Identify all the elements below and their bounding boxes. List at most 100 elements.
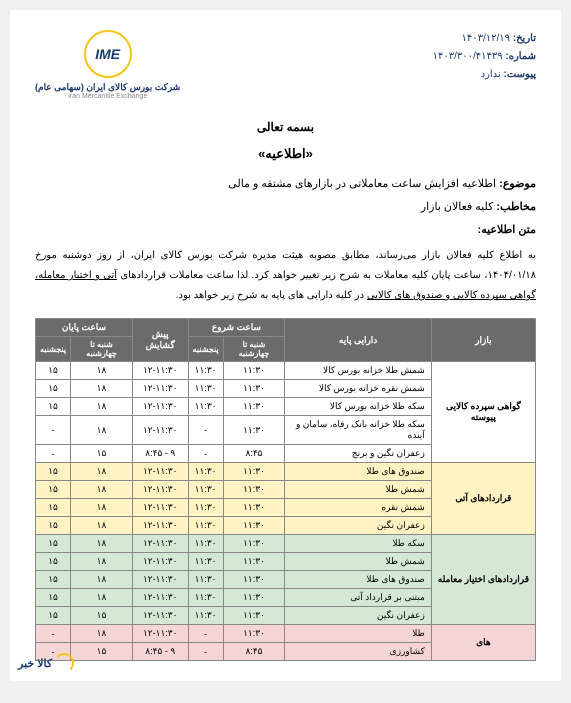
preopen-cell: ۱۲-۱۱:۳۰ [132, 553, 188, 571]
market-cell: قراردادهای اختیار معامله [431, 535, 535, 625]
th-asset: دارایی پایه [285, 319, 431, 362]
start-satwed-cell: ۱۱:۳۰ [223, 398, 285, 416]
end-thu-cell: ۱۵ [36, 607, 71, 625]
end-satwed-cell: ۱۸ [71, 625, 133, 643]
end-thu-cell: - [36, 416, 71, 445]
start-satwed-cell: ۱۱:۳۰ [223, 517, 285, 535]
addressee-field: مخاطب: کلیه فعالان بازار [35, 200, 536, 213]
asset-cell: شمش طلا [285, 481, 431, 499]
asset-cell: صندوق های طلا [285, 463, 431, 481]
preopen-cell: ۱۲-۱۱:۳۰ [132, 607, 188, 625]
preopen-cell: ۱۲-۱۱:۳۰ [132, 398, 188, 416]
start-satwed-cell: ۱۱:۳۰ [223, 362, 285, 380]
asset-cell: شمش طلا [285, 553, 431, 571]
asset-cell: شمش نقره خزانه بورس کالا [285, 380, 431, 398]
market-cell: گواهی سپرده کالایی پیوسته [431, 362, 535, 463]
start-satwed-cell: ۸:۴۵ [223, 643, 285, 661]
logo: IME شرکت بورس کالای ایران (سهامی عام) Ir… [35, 30, 180, 100]
start-satwed-cell: ۱۱:۳۰ [223, 463, 285, 481]
th-preopen: پیش گشایش [132, 319, 188, 362]
start-satwed-cell: ۸:۴۵ [223, 445, 285, 463]
start-satwed-cell: ۱۱:۳۰ [223, 499, 285, 517]
end-thu-cell: ۱۵ [36, 362, 71, 380]
end-thu-cell: ۱۵ [36, 398, 71, 416]
attach-label: پیوست: [504, 69, 537, 80]
header: تاریخ: ۱۴۰۳/۱۲/۱۹ شماره: ۱۴۰۳/۳۰۰/۴۱۴۳۹ … [35, 30, 536, 100]
start-thu-cell: ۱۱:۳۰ [188, 463, 223, 481]
date-value: ۱۴۰۳/۱۲/۱۹ [461, 33, 510, 44]
end-satwed-cell: ۱۸ [71, 463, 133, 481]
end-satwed-cell: ۱۵ [71, 445, 133, 463]
table-row: هایطلا۱۱:۳۰-۱۲-۱۱:۳۰۱۸- [36, 625, 536, 643]
end-satwed-cell: ۱۸ [71, 398, 133, 416]
asset-cell: سکه طلا خزانه بانک رفاه، سامان و آینده [285, 416, 431, 445]
end-thu-cell: ۱۵ [36, 481, 71, 499]
end-satwed-cell: ۱۸ [71, 380, 133, 398]
asset-cell: شمش طلا خزانه بورس کالا [285, 362, 431, 380]
end-thu-cell: ۱۵ [36, 463, 71, 481]
preopen-cell: ۱۲-۱۱:۳۰ [132, 625, 188, 643]
basmala: بسمه تعالی [35, 120, 536, 134]
start-thu-cell: - [188, 643, 223, 661]
subject-label: موضوع: [499, 178, 536, 190]
body-text: به اطلاع کلیه فعالان بازار می‌رساند، مطا… [35, 246, 536, 306]
start-satwed-cell: ۱۱:۳۰ [223, 607, 285, 625]
start-satwed-cell: ۱۱:۳۰ [223, 416, 285, 445]
date-label: تاریخ: [513, 33, 536, 44]
end-thu-cell: - [36, 445, 71, 463]
schedule-table: بازار دارایی پایه ساعت شروع پیش گشایش سا… [35, 318, 536, 661]
preopen-cell: ۱۲-۱۱:۳۰ [132, 416, 188, 445]
market-cell: های [431, 625, 535, 661]
asset-cell: سکه طلا خزانه بورس کالا [285, 398, 431, 416]
start-satwed-cell: ۱۱:۳۰ [223, 481, 285, 499]
addressee-label: مخاطب: [496, 201, 536, 213]
start-thu-cell: - [188, 625, 223, 643]
start-thu-cell: ۱۱:۳۰ [188, 499, 223, 517]
addressee-value: کلیه فعالان بازار [421, 201, 494, 213]
th-start: ساعت شروع [188, 319, 285, 337]
table-row: قراردادهای اختیار معاملهسکه طلا۱۱:۳۰۱۱:۳… [36, 535, 536, 553]
start-thu-cell: ۱۱:۳۰ [188, 362, 223, 380]
preopen-cell: ۱۲-۱۱:۳۰ [132, 535, 188, 553]
asset-cell: صندوق های طلا [285, 571, 431, 589]
end-thu-cell: ۱۵ [36, 517, 71, 535]
watermark-icon [54, 653, 74, 673]
start-thu-cell: - [188, 445, 223, 463]
end-thu-cell: ۱۵ [36, 380, 71, 398]
th-end: ساعت پایان [36, 319, 133, 337]
start-thu-cell: ۱۱:۳۰ [188, 571, 223, 589]
attach-value: ندارد [481, 69, 501, 80]
subject-value: اطلاعیه افزایش ساعت معاملاتی در بازارهای… [228, 178, 496, 190]
table-body: گواهی سپرده کالایی پیوستهشمش طلا خزانه ب… [36, 362, 536, 661]
table-row: قراردادهای آتیصندوق های طلا۱۱:۳۰۱۱:۳۰۱۲-… [36, 463, 536, 481]
asset-cell: مبتنی بر قرارداد آتی [285, 589, 431, 607]
notice-title: «اطلاعیه» [35, 146, 536, 162]
start-satwed-cell: ۱۱:۳۰ [223, 589, 285, 607]
preopen-cell: ۹ - ۸:۴۵ [132, 643, 188, 661]
end-satwed-cell: ۱۸ [71, 571, 133, 589]
th-end-satwed: شنبه تا چهارشنبه [71, 337, 133, 362]
end-satwed-cell: ۱۸ [71, 535, 133, 553]
th-start-thu: پنجشنبه [188, 337, 223, 362]
th-market: بازار [431, 319, 535, 362]
title-area: بسمه تعالی «اطلاعیه» [35, 120, 536, 162]
start-satwed-cell: ۱۱:۳۰ [223, 380, 285, 398]
asset-cell: زعفران نگین و برنج [285, 445, 431, 463]
preopen-cell: ۱۲-۱۱:۳۰ [132, 517, 188, 535]
end-thu-cell: ۱۵ [36, 535, 71, 553]
start-satwed-cell: ۱۱:۳۰ [223, 535, 285, 553]
watermark-text: کالا خبر [18, 657, 52, 670]
end-thu-cell: ۱۵ [36, 499, 71, 517]
end-satwed-cell: ۱۵ [71, 643, 133, 661]
end-satwed-cell: ۱۵ [71, 607, 133, 625]
end-thu-cell: ۱۵ [36, 571, 71, 589]
start-thu-cell: ۱۱:۳۰ [188, 553, 223, 571]
th-end-thu: پنجشنبه [36, 337, 71, 362]
start-satwed-cell: ۱۱:۳۰ [223, 625, 285, 643]
number-label: شماره: [505, 51, 536, 62]
end-satwed-cell: ۱۸ [71, 362, 133, 380]
preopen-cell: ۱۲-۱۱:۳۰ [132, 589, 188, 607]
asset-cell: زعفران نگین [285, 517, 431, 535]
subject-field: موضوع: اطلاعیه افزایش ساعت معاملاتی در ب… [35, 177, 536, 190]
end-thu-cell: - [36, 625, 71, 643]
